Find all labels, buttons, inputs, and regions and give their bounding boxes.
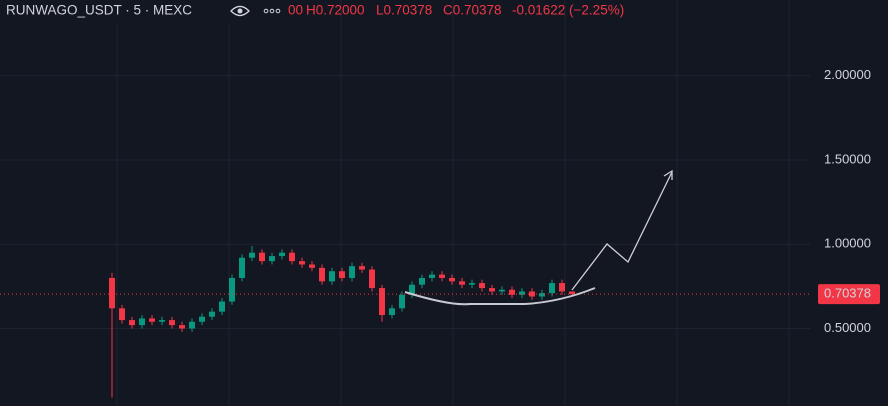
candle-body — [269, 256, 275, 262]
candle-body — [129, 320, 135, 326]
candle-body — [249, 252, 255, 258]
candle-body — [229, 277, 235, 302]
eye-outline — [230, 5, 250, 17]
candle-body — [259, 252, 265, 262]
candle-body — [379, 288, 385, 316]
candle-body — [219, 301, 225, 312]
dot — [269, 8, 275, 14]
candle-body — [169, 320, 175, 326]
y-tick-label: 2.00000 — [824, 67, 871, 82]
candle-body — [149, 318, 155, 322]
candle-body — [179, 325, 185, 329]
candle-body — [519, 291, 525, 295]
candle-body — [419, 277, 425, 285]
open-fragment: 00 — [288, 3, 303, 18]
candle-body — [319, 267, 325, 282]
candle-body — [369, 269, 375, 289]
candle-body — [329, 271, 335, 282]
candle-body — [199, 316, 205, 322]
last-price-box — [818, 284, 880, 305]
drawn-arrow — [571, 171, 673, 291]
eye-icon[interactable] — [230, 5, 250, 17]
high: H0.72000 — [306, 3, 365, 18]
candle-body — [189, 321, 195, 329]
candle-body — [239, 257, 245, 278]
candle-body — [159, 320, 165, 322]
candle-body — [559, 283, 565, 292]
candle-body — [389, 308, 395, 316]
candle-body — [279, 252, 285, 257]
candle-body — [429, 274, 435, 278]
candle-body — [399, 294, 405, 309]
y-tick-label: 1.00000 — [824, 236, 871, 251]
candle-body — [409, 284, 415, 295]
candle-body — [499, 289, 505, 292]
candle-body — [339, 271, 345, 278]
drawn-curve — [404, 287, 596, 306]
candle-body — [349, 266, 355, 278]
candle-body — [459, 281, 465, 285]
candle-body — [489, 288, 495, 292]
low: L0.70378 — [376, 3, 432, 18]
dot — [275, 8, 281, 14]
candle-body — [439, 274, 445, 278]
candle-body — [469, 283, 475, 285]
candle-body — [569, 291, 575, 295]
last-price-label: 0.70378 — [824, 286, 871, 301]
candle-body — [309, 264, 315, 268]
candle-body — [539, 293, 545, 297]
y-tick-label: 1.50000 — [824, 151, 871, 166]
symbol: RUNWAGO_USDT · 5 · MEXC — [6, 3, 192, 18]
candle-body — [109, 277, 115, 309]
candle-body — [549, 283, 555, 294]
candle-body — [509, 289, 515, 295]
candle-body — [359, 266, 365, 270]
more-icon[interactable] — [263, 8, 281, 14]
arrow-head — [663, 169, 673, 180]
candle-body — [289, 252, 295, 262]
candle-body — [299, 261, 305, 265]
dot — [263, 8, 269, 14]
eye-pupil — [237, 8, 243, 14]
vertical-grid — [116, 0, 790, 406]
candle-body — [209, 311, 215, 317]
candle-body — [119, 308, 125, 321]
change: -0.01622 (−2.25%) — [512, 3, 624, 18]
candle-body — [449, 277, 455, 282]
candle-body — [139, 318, 145, 326]
y-tick-label: 0.50000 — [824, 320, 871, 335]
candle-body — [479, 283, 485, 289]
close: C0.70378 — [443, 3, 502, 18]
